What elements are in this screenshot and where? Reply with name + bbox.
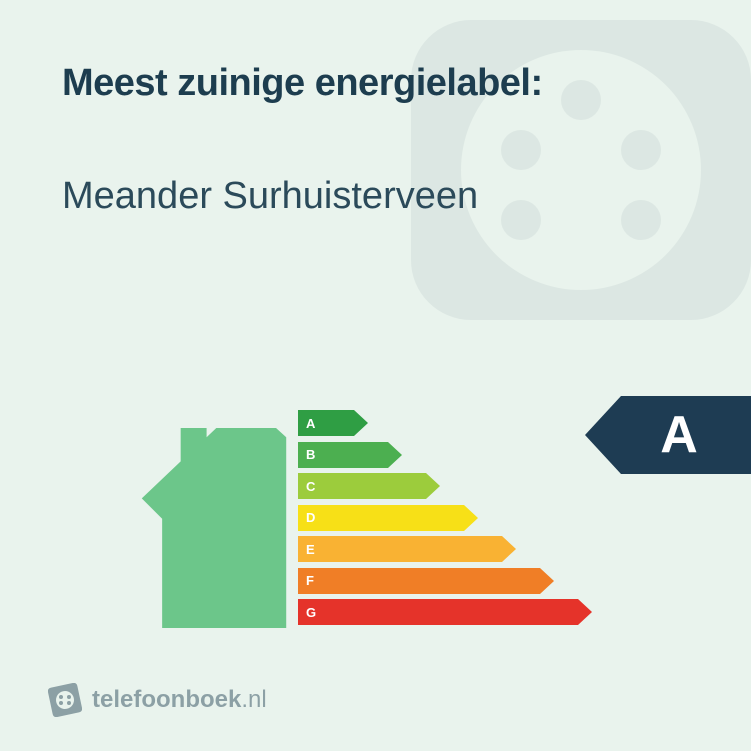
- bar-label: F: [306, 568, 314, 594]
- footer-text: telefoonboek.nl: [92, 686, 267, 714]
- house-icon: [136, 428, 292, 628]
- bar-tip: [426, 473, 440, 499]
- bar-label: A: [306, 410, 315, 436]
- bar-body: [298, 599, 578, 625]
- bar-tip: [464, 505, 478, 531]
- bar-tip: [578, 599, 592, 625]
- bar-tip: [354, 410, 368, 436]
- rating-arrow: [585, 396, 621, 474]
- rating-badge: A: [585, 396, 751, 474]
- footer-name: telefoonboek: [92, 686, 241, 713]
- location-name: Meander Surhuisterveen: [62, 175, 478, 218]
- bar-label: C: [306, 473, 315, 499]
- bar-tip: [540, 568, 554, 594]
- page-title: Meest zuinige energielabel:: [62, 62, 543, 105]
- phone-book-icon: [48, 683, 82, 717]
- bar-label: E: [306, 536, 315, 562]
- bar-tip: [502, 536, 516, 562]
- bar-label: D: [306, 505, 315, 531]
- footer-brand: telefoonboek.nl: [48, 683, 267, 717]
- rating-letter: A: [621, 396, 751, 474]
- bar-tip: [388, 442, 402, 468]
- bar-body: [298, 473, 426, 499]
- bar-body: [298, 536, 502, 562]
- bar-body: [298, 568, 540, 594]
- energy-label-chart: ABCDEFG: [136, 398, 616, 630]
- bar-label: G: [306, 599, 316, 625]
- bar-body: [298, 505, 464, 531]
- footer-tld: .nl: [241, 686, 266, 713]
- bar-label: B: [306, 442, 315, 468]
